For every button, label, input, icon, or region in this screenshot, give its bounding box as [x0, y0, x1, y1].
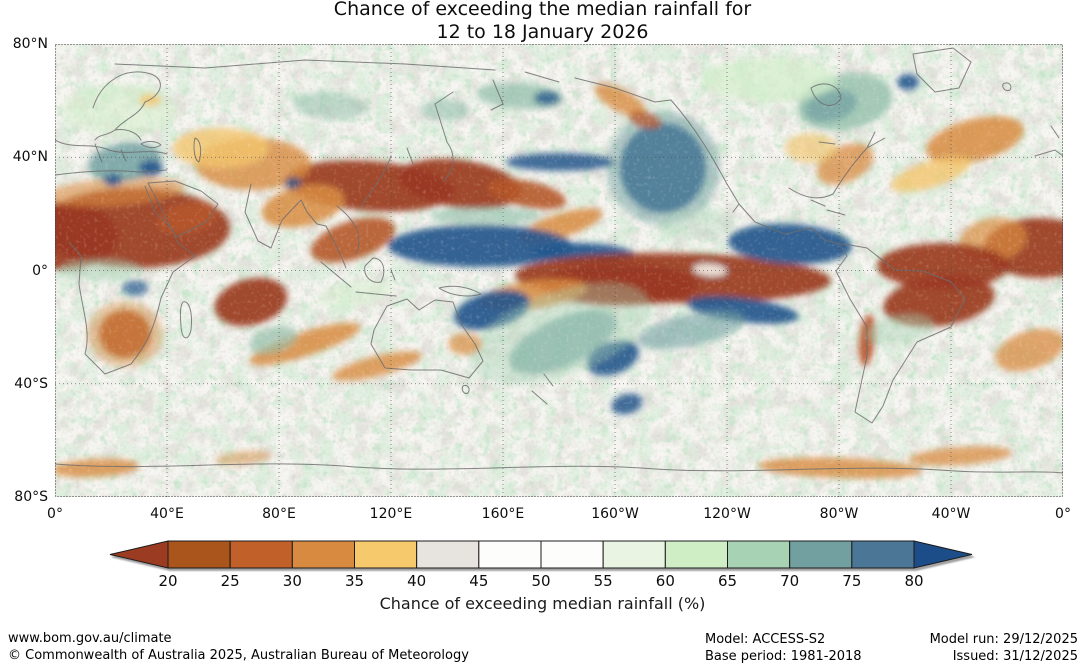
colorbar-tick-label: 35 — [345, 572, 364, 590]
colorbar-segment — [851, 540, 915, 569]
colorbar-tick-label: 25 — [221, 572, 240, 590]
world-rainfall-probability-map — [55, 44, 1063, 497]
x-axis-tick-label: 120°E — [369, 506, 413, 522]
colorbar-segment — [354, 540, 418, 569]
x-axis-tick-label: 160°E — [481, 506, 525, 522]
x-axis-tick-label: 0° — [47, 506, 63, 522]
page-title: Chance of exceeding the median rainfall … — [0, 0, 1085, 44]
colorbar-segment — [727, 540, 791, 569]
colorbar-label: Chance of exceeding median rainfall (%) — [379, 594, 706, 613]
y-axis-tick-label: 40°S — [14, 375, 48, 392]
footer-model: Model: ACCESS-S2 — [705, 632, 826, 647]
colorbar-tick-label: 65 — [718, 572, 737, 590]
footer-issued: Issued: 31/12/2025 — [952, 649, 1078, 664]
x-axis-tick-label: 40°E — [150, 506, 184, 522]
x-axis-tick-label: 80°E — [262, 506, 296, 522]
colorbar-tick-label: 30 — [283, 572, 302, 590]
colorbar-segment — [602, 540, 666, 569]
colorbar-arrow — [913, 540, 973, 569]
footer-copyright: © Commonwealth of Australia 2025, Austra… — [8, 648, 469, 663]
footer-base-period: Base period: 1981-2018 — [705, 649, 862, 664]
x-axis-tick-label: 80°W — [819, 506, 859, 522]
x-axis-tick-label: 120°W — [703, 506, 751, 522]
colorbar-segment — [291, 540, 356, 569]
title-line-2: 12 to 18 January 2026 — [436, 21, 649, 43]
colorbar-tick-label: 75 — [842, 572, 861, 590]
y-axis-tick-label: 80°S — [14, 489, 48, 505]
colorbar-segment — [789, 540, 853, 569]
colorbar-tick-label: 45 — [469, 572, 488, 590]
footer-source-block: www.bom.gov.au/climate © Commonwealth of… — [8, 630, 469, 664]
colorbar-tick-label: 80 — [904, 572, 923, 590]
colorbar-tick-label: 60 — [656, 572, 675, 590]
footer-model-run: Model run: 29/12/2025 — [929, 632, 1078, 647]
colorbar-segment — [229, 540, 293, 569]
footer-model-block: Model: ACCESS-S2 Base period: 1981-2018 — [705, 631, 862, 665]
colorbar-tick-label: 40 — [407, 572, 426, 590]
x-axis-tick-label: 160°W — [591, 506, 639, 522]
colorbar-segment — [478, 540, 542, 569]
y-axis-tick-label: 0° — [32, 262, 48, 279]
colorbar-segment — [664, 540, 729, 569]
x-axis-tick-label: 40°W — [931, 506, 971, 522]
colorbar-tick-label: 70 — [780, 572, 799, 590]
y-axis-tick-label: 40°N — [12, 149, 48, 166]
y-axis-tick-label: 80°N — [12, 36, 48, 52]
footer-website: www.bom.gov.au/climate — [8, 631, 172, 646]
colorbar-arrow — [109, 540, 169, 569]
map-border — [55, 44, 1063, 497]
title-line-1: Chance of exceeding the median rainfall … — [333, 0, 752, 20]
colorbar-tick-label: 55 — [594, 572, 613, 590]
colorbar-tick-label: 20 — [158, 572, 177, 590]
colorbar-segment — [416, 540, 480, 569]
colorbar-segments — [109, 540, 973, 569]
colorbar-tick-labels: 20 25 30 35 40 45 50 55 60 65 70 75 80 — [158, 572, 923, 590]
footer-run-block: Model run: 29/12/2025 Issued: 31/12/2025 — [930, 631, 1078, 665]
colorbar-segment — [167, 540, 231, 569]
colorbar-tick-label: 50 — [531, 572, 550, 590]
x-axis-tick-label: 0° — [1055, 506, 1071, 522]
colorbar-legend: 20 25 30 35 40 45 50 55 60 65 70 75 80 — [109, 540, 973, 590]
graticule-gridlines — [55, 44, 1063, 497]
colorbar-segment — [540, 540, 604, 569]
